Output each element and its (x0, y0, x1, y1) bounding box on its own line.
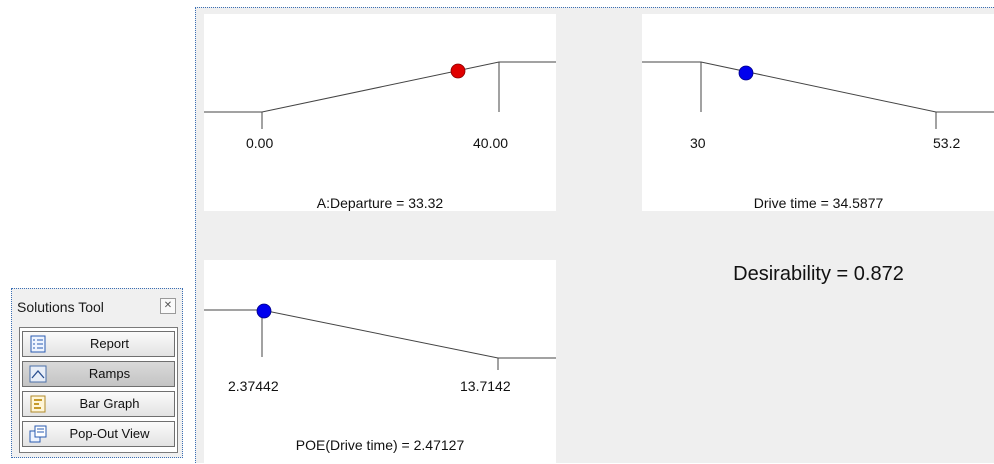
departure-caption: A:Departure = 33.32 (316, 195, 444, 211)
bar-graph-button[interactable]: Bar Graph (22, 391, 175, 417)
poe-high-label: 13.7142 (460, 378, 511, 394)
pop-out-view-button-label: Pop-Out View (69, 426, 150, 441)
report-button-label: Report (89, 336, 130, 351)
poe-caption: POE(Drive time) = 2.47127 (295, 437, 465, 453)
departure-low-label: 0.00 (246, 135, 274, 151)
pop-out-icon (29, 425, 47, 443)
departure-high-label: 40.00 (473, 135, 509, 151)
solutions-tool-title: Solutions Tool (17, 299, 104, 315)
poe-low-label: 2.37442 (228, 378, 279, 394)
ramp-departure-chart (204, 61, 556, 129)
bar-graph-icon (30, 395, 46, 413)
pop-out-view-button[interactable]: Pop-Out View (22, 421, 175, 447)
drive-time-marker (738, 65, 754, 81)
bar-graph-button-label: Bar Graph (79, 396, 140, 411)
desirability-value: Desirability = 0.872 (733, 263, 904, 285)
ramps-button[interactable]: Ramps (22, 361, 175, 387)
report-icon (30, 335, 46, 353)
drive-time-caption: Drive time = 34.5877 (753, 195, 884, 211)
close-icon[interactable]: ✕ (160, 298, 176, 314)
ramp-drive-time: 30 53.2 Drive time = 34.5877 (642, 14, 994, 211)
desirability-area: Desirability = 0.872 (642, 260, 994, 300)
ramp-poe-chart (204, 303, 556, 370)
poe-marker (256, 303, 272, 319)
ramp-drive-time-chart (642, 61, 994, 129)
drive-time-high-label: 53.2 (933, 135, 961, 151)
ramps-icon (29, 365, 47, 383)
ramp-poe: 2.37442 13.7142 POE(Drive time) = 2.4712… (204, 260, 556, 464)
report-button[interactable]: Report (22, 331, 175, 357)
ramps-view: 0.00 40.00 A:Departure = 33.32 30 53.2 D… (195, 7, 994, 464)
departure-marker (450, 63, 466, 79)
solutions-tool-buttons: Report Ramps Bar Graph (19, 327, 178, 453)
drive-time-low-label: 30 (690, 135, 706, 151)
ramp-departure: 0.00 40.00 A:Departure = 33.32 (204, 14, 556, 211)
ramps-button-label: Ramps (88, 366, 131, 381)
solutions-tool-panel: Solutions Tool ✕ Report Ramps (11, 288, 183, 458)
